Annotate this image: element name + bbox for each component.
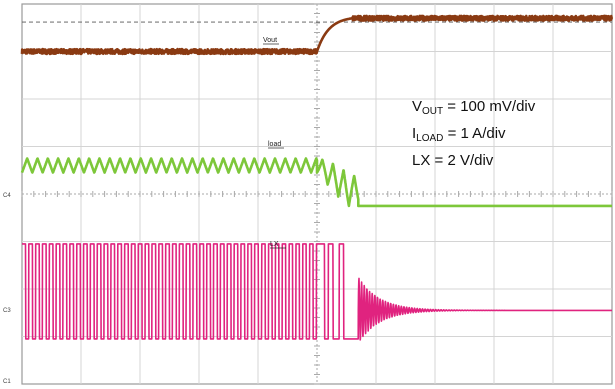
vout-scale-value: = 100 mV/div xyxy=(443,98,536,115)
trace-label: Vout xyxy=(263,37,277,44)
trace-label: LX xyxy=(270,241,279,248)
trace-label: load xyxy=(268,141,281,148)
vout-scale-subscript: OUT xyxy=(422,106,444,117)
iload-scale-symbol: I xyxy=(412,125,417,142)
iload-scale-value: = 1 A/div xyxy=(443,125,506,142)
vout-scale-symbol: V xyxy=(412,98,423,115)
lx-scale: LX = 2 V/div xyxy=(412,152,494,169)
channel-markers: C4 C3 C1 xyxy=(3,193,11,385)
trace-lx xyxy=(21,243,613,341)
iload-scale-subscript: LOAD xyxy=(416,133,444,144)
iload-scale: ILOAD = 1 A/div xyxy=(412,123,535,150)
channel-marker: C3 xyxy=(3,308,11,314)
channel-marker: C4 xyxy=(3,193,11,199)
trace-load xyxy=(20,157,614,208)
scale-legend: VOUT = 100 mV/div ILOAD = 1 A/div LX = 2… xyxy=(412,96,535,172)
trace-labels: Vout load LX xyxy=(263,37,286,249)
waveform-traces xyxy=(20,14,614,341)
vout-scale: VOUT = 100 mV/div xyxy=(412,96,535,123)
trace-vout xyxy=(20,14,614,56)
channel-marker: C1 xyxy=(3,379,11,385)
